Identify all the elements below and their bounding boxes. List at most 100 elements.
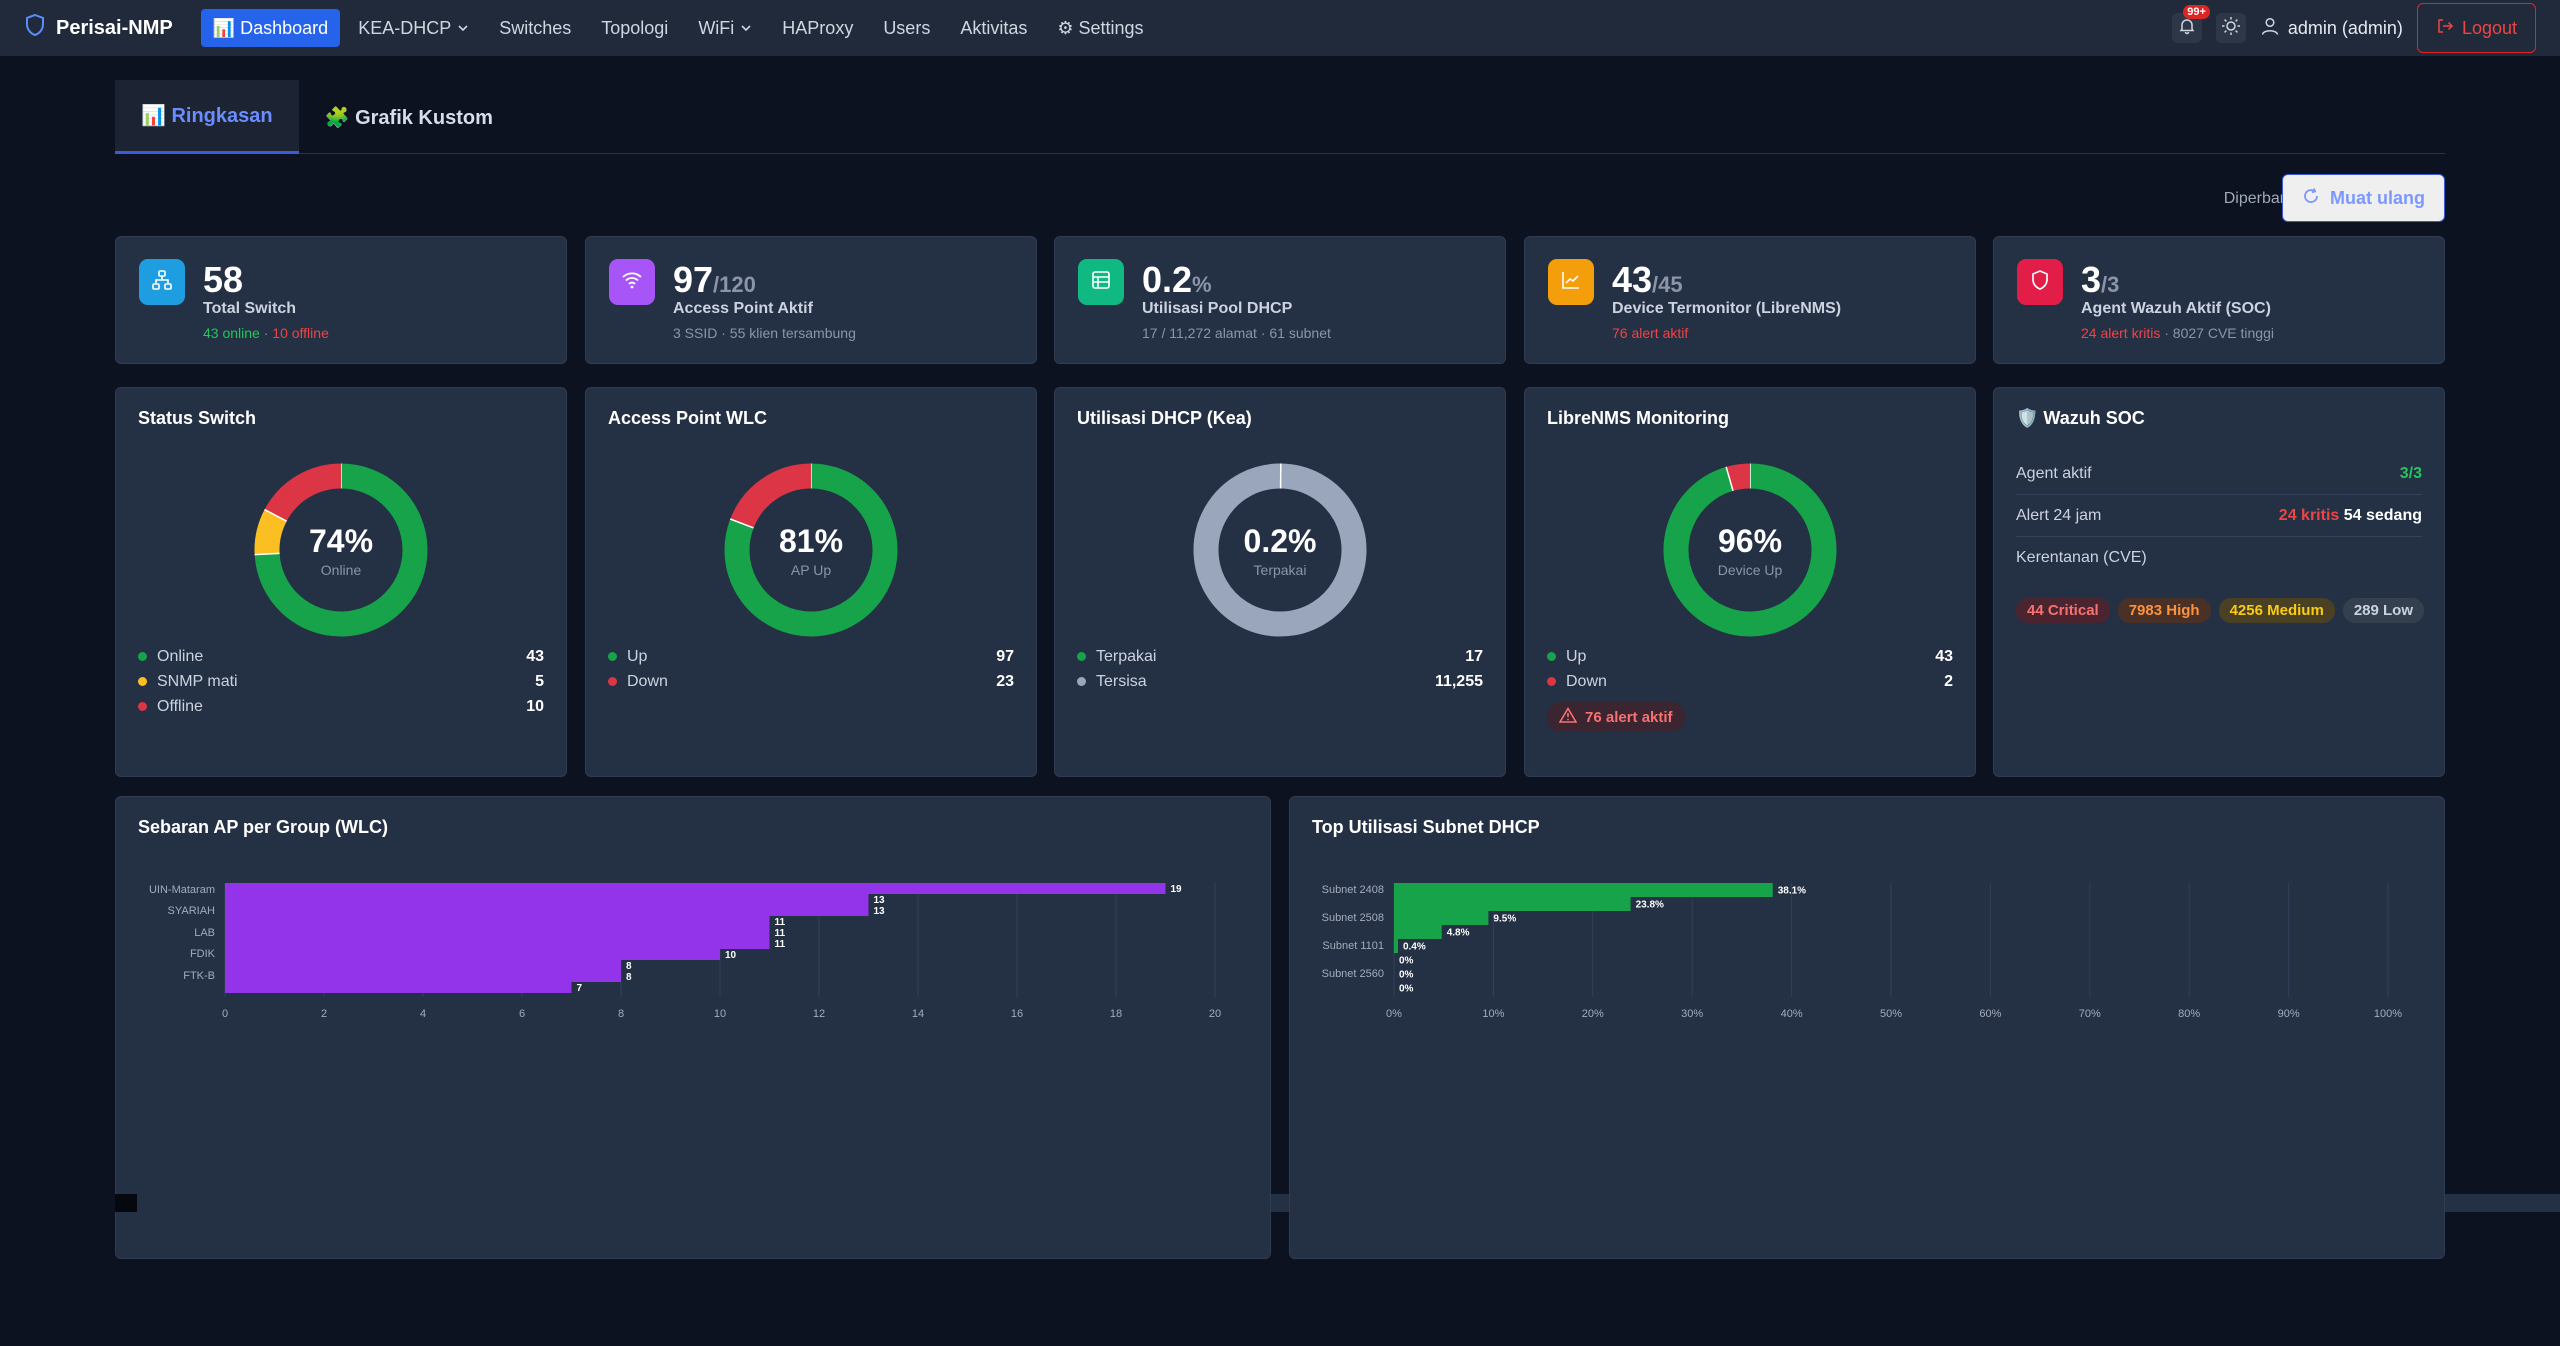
nav-item-1[interactable]: KEA-DHCP bbox=[346, 9, 481, 47]
tab-ringkasan-label: 📊 Ringkasan bbox=[141, 105, 273, 127]
legend-label: SNMP mati bbox=[157, 672, 238, 690]
donut-segment-1[interactable] bbox=[730, 463, 812, 529]
bell-icon bbox=[2178, 17, 2196, 40]
stat-value-number: 58 bbox=[203, 259, 244, 300]
logout-button[interactable]: Logout bbox=[2416, 3, 2536, 53]
stat-label: Total Switch bbox=[203, 300, 297, 317]
donut-segment-2[interactable] bbox=[264, 463, 342, 522]
bar[interactable] bbox=[1394, 911, 1489, 925]
bar[interactable] bbox=[1394, 925, 1442, 939]
nav-item-7[interactable]: Aktivitas bbox=[948, 9, 1039, 47]
bar[interactable] bbox=[225, 971, 621, 982]
bar[interactable] bbox=[1394, 883, 1773, 897]
warning-icon bbox=[1558, 706, 1578, 727]
donut-center-label: Terpakai bbox=[1253, 561, 1307, 578]
stat-icon-wrap bbox=[609, 259, 655, 305]
nav-item-label: Aktivitas bbox=[960, 17, 1028, 38]
bar[interactable] bbox=[1394, 897, 1631, 911]
legend-dot bbox=[138, 702, 147, 711]
nav-item-5[interactable]: HAProxy bbox=[770, 9, 865, 47]
bar[interactable] bbox=[225, 960, 621, 971]
donut-center: 74% Online bbox=[254, 463, 428, 637]
legend-value: 43 bbox=[1935, 647, 1953, 665]
bar[interactable] bbox=[1394, 939, 1398, 953]
bar[interactable] bbox=[225, 894, 869, 905]
legend-row: Tersisa 11,255 bbox=[1077, 669, 1483, 694]
nav-item-8[interactable]: ⚙ Settings bbox=[1045, 9, 1155, 47]
wazuh-agent-row: Agent aktif 3/3 bbox=[2016, 453, 2422, 495]
tab-grafik-kustom[interactable]: 🧩 Grafik Kustom bbox=[299, 80, 519, 154]
user-menu[interactable]: admin (admin) bbox=[2260, 16, 2403, 41]
reload-button[interactable]: Muat ulang bbox=[2282, 174, 2445, 222]
legend-label: Up bbox=[627, 647, 648, 665]
donut-card-2: Utilisasi DHCP (Kea) 0.2% Terpakai Terpa… bbox=[1054, 387, 1506, 777]
overflow-strip-left bbox=[115, 1194, 137, 1212]
bar[interactable] bbox=[225, 905, 869, 916]
bar-value-label: 0% bbox=[1399, 970, 1414, 981]
donut-segment-0[interactable] bbox=[1663, 463, 1837, 637]
wazuh-alert-critical: 24 kritis bbox=[2278, 506, 2340, 524]
nav-item-label: Users bbox=[883, 17, 931, 38]
bar-value-label: 23.8% bbox=[1636, 900, 1664, 911]
nav-item-4[interactable]: WiFi bbox=[686, 9, 764, 47]
donut-card-title: Status Switch bbox=[138, 408, 257, 428]
donut-segment-1[interactable] bbox=[254, 509, 287, 555]
legend-row: Online 43 bbox=[138, 644, 544, 669]
dhcp-subnet-bar-chart: 0% 10% 20% 30% 40% 50% 60% 70% 80% 90% 100% 38.1% 23… bbox=[1322, 883, 2402, 1020]
stat-value: 43/45 bbox=[1612, 259, 1683, 301]
nav-item-2[interactable]: Switches bbox=[487, 9, 583, 47]
x-tick-label: 40% bbox=[1781, 1008, 1803, 1020]
nav-item-label: KEA-DHCP bbox=[358, 17, 452, 38]
tab-ringkasan[interactable]: 📊 Ringkasan bbox=[115, 80, 299, 154]
donut-segment-0[interactable] bbox=[724, 463, 898, 637]
stat-value-number: 97 bbox=[673, 259, 714, 300]
bar-value-label: 11 bbox=[775, 928, 786, 939]
donut-center: 0.2% Terpakai bbox=[1193, 463, 1367, 637]
bar[interactable] bbox=[225, 916, 770, 927]
x-tick-label: 18 bbox=[1110, 1008, 1122, 1020]
stat-value: 3/3 bbox=[2081, 259, 2119, 301]
bar[interactable] bbox=[225, 949, 720, 960]
brand[interactable]: Perisai-NMP bbox=[24, 13, 173, 43]
stat-label: Device Termonitor (LibreNMS) bbox=[1612, 300, 1842, 317]
notification-button[interactable]: 99+ bbox=[2171, 5, 2210, 43]
legend-label: Offline bbox=[157, 697, 203, 715]
donut-separator bbox=[264, 508, 288, 522]
donut-card-title: Utilisasi DHCP (Kea) bbox=[1077, 408, 1252, 428]
logout-icon bbox=[2436, 17, 2454, 40]
chevron-down-icon bbox=[740, 18, 752, 39]
donut-center-label: Online bbox=[320, 561, 362, 578]
nav-item-6[interactable]: Users bbox=[871, 9, 942, 47]
donut-card-3: LibreNMS Monitoring 96% Device Up Up 43 Do… bbox=[1524, 387, 1976, 777]
x-tick-label: 80% bbox=[2178, 1008, 2200, 1020]
stat-card-0: 58 Total Switch 43 online · 10 offline bbox=[115, 236, 567, 364]
donut-segment-1[interactable] bbox=[1193, 463, 1367, 637]
donut-chart: 74% Online bbox=[254, 463, 428, 637]
stat-value-number: 3 bbox=[2081, 259, 2102, 300]
bar[interactable] bbox=[225, 927, 770, 938]
notification-badge: 99+ bbox=[2183, 5, 2210, 19]
donut-card-0: Status Switch 74% Online Online 43 SNMP ma… bbox=[115, 387, 567, 777]
nav-item-label: 📊 Dashboard bbox=[212, 17, 329, 38]
nav-item-3[interactable]: Topologi bbox=[589, 9, 680, 47]
donut-card-title: LibreNMS Monitoring bbox=[1547, 408, 1729, 428]
x-tick-label: 100% bbox=[2374, 1008, 2402, 1020]
bar[interactable] bbox=[225, 883, 1166, 894]
y-category-label: Subnet 2408 bbox=[1322, 884, 1384, 896]
donut-segment-0[interactable] bbox=[254, 463, 428, 637]
nav-item-0[interactable]: 📊 Dashboard bbox=[200, 9, 341, 47]
theme-toggle-button[interactable] bbox=[2215, 13, 2246, 43]
bar[interactable] bbox=[225, 982, 572, 993]
wazuh-soc-card: 🛡️ Wazuh SOC Agent aktif 3/3 Alert 24 ja… bbox=[1993, 387, 2445, 777]
ap-group-chart-card: Sebaran AP per Group (WLC) 0 2 4 6 8 10 12 14 16… bbox=[115, 796, 1271, 1259]
logout-label: Logout bbox=[2461, 17, 2517, 38]
stat-label: Access Point Aktif bbox=[673, 300, 813, 317]
stat-sub-text: 3 SSID · 55 klien tersambung bbox=[673, 325, 856, 341]
stat-value: 58 bbox=[203, 259, 243, 301]
donut-center-value: 0.2% bbox=[1243, 522, 1317, 559]
legend-value: 17 bbox=[1465, 647, 1483, 665]
alert-pill-label: 76 alert aktif bbox=[1585, 708, 1673, 726]
stat-subtext: 17 / 11,272 alamat · 61 subnet bbox=[1142, 325, 1331, 341]
bar[interactable] bbox=[225, 938, 770, 949]
x-tick-label: 70% bbox=[2079, 1008, 2101, 1020]
